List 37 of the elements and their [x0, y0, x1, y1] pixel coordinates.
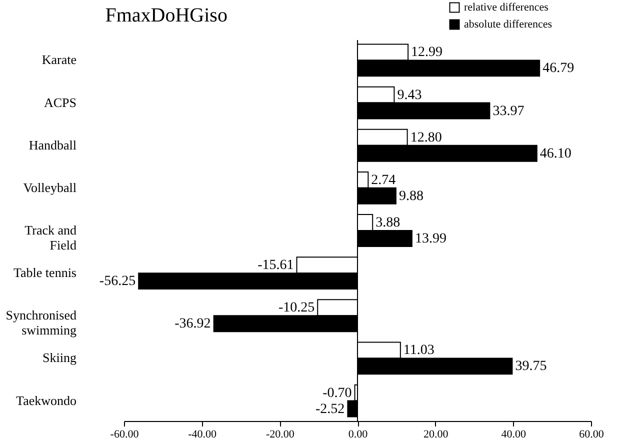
data-label: 12.99 — [411, 45, 443, 60]
y-tick-label: Track and Field — [24, 222, 77, 252]
y-tick-label: Table tennis — [14, 265, 76, 280]
chart-title: FmaxDoHGiso — [105, 4, 228, 26]
x-tick-label: -20.00 — [266, 428, 295, 440]
data-label: 11.03 — [403, 343, 434, 358]
x-tick-label: 40.00 — [501, 428, 527, 440]
y-tick-label: Handball — [28, 137, 77, 152]
y-tick-label: ACPS — [44, 94, 76, 110]
data-label: 13.99 — [414, 231, 446, 246]
x-tick-label: 20.00 — [423, 428, 449, 440]
data-label: 9.88 — [398, 188, 424, 204]
data-label: 33.97 — [492, 104, 524, 119]
data-label: -36.92 — [174, 316, 211, 332]
y-tick-label: Volleyball — [23, 180, 77, 195]
data-label: -10.25 — [278, 300, 315, 316]
data-label: 39.75 — [515, 359, 547, 374]
y-tick-label: Taekwondo — [16, 392, 76, 408]
data-label: 46.10 — [540, 146, 572, 162]
data-label: -15.61 — [258, 258, 294, 274]
x-tick-label: -40.00 — [188, 428, 218, 440]
x-tick-label: 0.00 — [348, 428, 368, 440]
legend-label: relative differences — [464, 2, 548, 14]
y-tick-label: Skiing — [42, 350, 77, 366]
data-label: 3.88 — [376, 216, 400, 231]
y-tick-label: Synchronised swimming — [6, 308, 77, 338]
data-label: 46.79 — [542, 61, 574, 76]
y-tick-label: Karate — [42, 52, 77, 68]
data-label: 9.43 — [397, 88, 422, 103]
data-label: -2.52 — [316, 402, 345, 417]
data-label: -56.25 — [99, 274, 136, 290]
data-label: 2.74 — [371, 172, 396, 188]
legend-label: absolute differences — [464, 18, 552, 30]
x-tick-label: -60.00 — [110, 428, 140, 440]
data-label: -0.70 — [322, 386, 352, 401]
x-tick-label: 60.00 — [579, 428, 604, 440]
data-label: 12.80 — [410, 130, 442, 146]
